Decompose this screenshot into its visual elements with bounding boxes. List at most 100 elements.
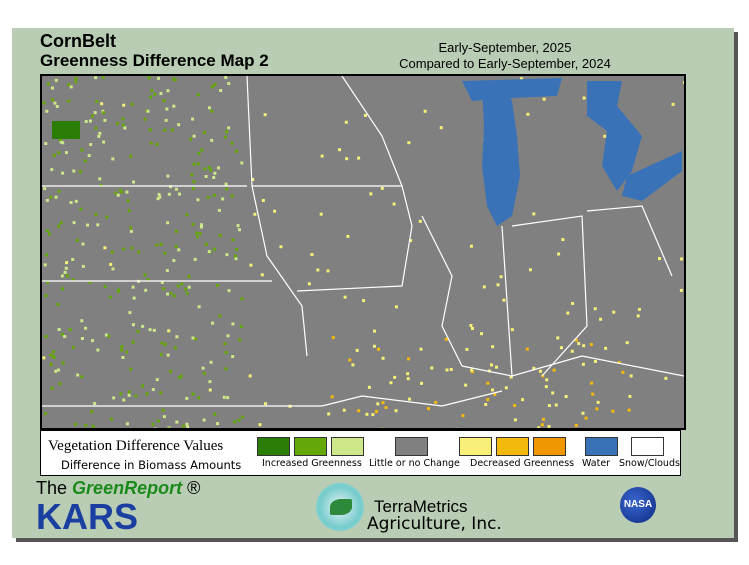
map-pixel xyxy=(93,111,97,115)
map-pixel xyxy=(90,339,94,343)
map-pixel xyxy=(279,245,283,249)
map-pixel xyxy=(180,282,184,286)
map-pixel xyxy=(219,89,223,93)
map-pixel xyxy=(248,374,252,378)
map-pixel xyxy=(258,423,262,427)
map-pixel xyxy=(195,235,199,239)
map-pixel xyxy=(119,392,123,396)
map-pixel xyxy=(175,335,179,339)
map-pixel xyxy=(671,102,675,106)
map-pixel xyxy=(577,342,581,346)
map-pixel xyxy=(357,156,361,160)
map-pixel xyxy=(491,345,495,349)
map-pixel xyxy=(343,295,347,299)
map-pixel xyxy=(63,270,67,274)
map-pixel xyxy=(55,104,59,108)
map-pixel xyxy=(114,191,118,195)
map-pixel xyxy=(80,148,84,152)
terrametrics-name: TerraMetrics xyxy=(374,497,468,516)
map-pixel xyxy=(110,417,114,421)
map-pixel xyxy=(158,195,162,199)
map-pixel xyxy=(76,373,80,377)
map-pixel xyxy=(169,291,173,295)
map-pixel xyxy=(227,126,231,130)
map-pixel xyxy=(493,392,497,396)
map-pixel xyxy=(99,183,103,187)
map-pixel xyxy=(680,257,684,261)
map-pixel xyxy=(174,244,178,248)
map-pixel xyxy=(202,418,206,422)
map-pixel xyxy=(197,151,201,155)
map-pixel xyxy=(227,289,231,293)
map-pixel xyxy=(157,192,161,196)
map-pixel xyxy=(94,213,98,217)
map-pixel xyxy=(159,242,163,246)
map-pixel xyxy=(502,298,506,302)
map-pixel xyxy=(629,374,633,378)
map-pixel xyxy=(420,381,424,385)
map-pixel xyxy=(149,141,153,145)
map-pixel xyxy=(526,112,530,116)
map-pixel xyxy=(172,104,176,108)
nasa-text: NASA xyxy=(623,499,653,510)
map-pixel xyxy=(249,263,253,267)
map-pixel xyxy=(175,420,179,424)
map-pixel xyxy=(394,409,398,413)
map-pixel xyxy=(222,395,226,399)
map-pixel xyxy=(159,391,163,395)
map-pixel xyxy=(362,299,366,303)
map-pixel xyxy=(227,82,231,86)
map-pixel xyxy=(625,341,629,345)
map-pixel xyxy=(540,423,544,427)
map-pixel xyxy=(60,287,64,291)
map-pixel xyxy=(112,396,116,400)
map-pixel xyxy=(208,388,212,392)
map-pixel xyxy=(363,113,367,117)
map-pixel xyxy=(551,391,555,395)
map-pixel xyxy=(74,422,78,426)
map-pixel xyxy=(191,186,195,190)
map-pixel xyxy=(127,390,131,394)
map-pixel xyxy=(331,336,335,340)
map-pixel xyxy=(445,368,449,372)
map-pixel xyxy=(330,395,334,399)
lake-michigan xyxy=(462,78,562,226)
map-pixel xyxy=(132,296,136,300)
map-pixel xyxy=(88,119,92,123)
map-pixel xyxy=(116,193,120,197)
map-pixel xyxy=(166,353,170,357)
map-pixel xyxy=(153,427,157,431)
map-title: Greenness Difference Map 2 xyxy=(40,51,269,70)
map-pixel xyxy=(181,424,185,428)
map-pixel xyxy=(143,273,147,277)
map-pixel xyxy=(407,357,411,361)
map-pixel xyxy=(520,77,524,81)
map-pixel xyxy=(64,266,68,270)
map-pixel xyxy=(381,401,385,405)
map-pixel xyxy=(203,167,207,171)
map-pixel xyxy=(240,297,244,301)
map-pixel xyxy=(67,99,71,103)
map-pixel xyxy=(193,337,197,341)
map-pixel xyxy=(240,161,244,165)
map-pixel xyxy=(355,348,359,352)
map-pixel xyxy=(345,157,349,161)
map-pixel xyxy=(59,140,63,144)
map-pixel xyxy=(212,175,216,179)
map-pixel xyxy=(236,224,240,228)
map-pixel xyxy=(209,168,213,172)
map-pixel xyxy=(91,424,95,428)
swatch-increased-high xyxy=(257,437,290,456)
map-pixel xyxy=(611,409,615,413)
map-pixel xyxy=(195,231,199,235)
label-snow-clouds: Snow/Clouds xyxy=(619,458,680,469)
map-pixel xyxy=(201,366,205,370)
map-pixel xyxy=(71,345,75,349)
map-pixel xyxy=(371,413,375,417)
map-pixel xyxy=(657,257,661,261)
map-pixel xyxy=(464,383,468,387)
map-pixel xyxy=(43,187,47,191)
label-no-change: Little or no Change xyxy=(369,458,460,469)
map-pixel xyxy=(215,284,219,288)
map-pixel xyxy=(418,219,422,223)
